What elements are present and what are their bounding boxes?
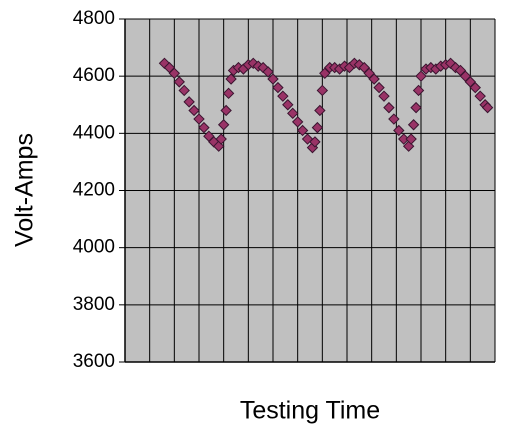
data-point xyxy=(316,84,329,97)
data-point xyxy=(220,104,232,117)
data-point xyxy=(193,113,205,125)
data-point xyxy=(215,133,227,145)
data-point xyxy=(222,87,235,100)
data-point xyxy=(474,90,486,102)
data-point xyxy=(168,67,181,80)
data-point xyxy=(405,133,417,145)
data-point xyxy=(267,73,279,85)
data-point xyxy=(272,81,284,94)
data-point xyxy=(277,90,289,102)
y-tick-label: 4000 xyxy=(73,237,115,258)
y-tick-label: 4800 xyxy=(73,8,115,29)
data-point xyxy=(373,81,385,94)
data-point xyxy=(388,113,400,125)
data-point xyxy=(262,66,274,78)
y-tick-label: 4400 xyxy=(73,122,115,143)
y-axis-title: Volt-Amps xyxy=(11,133,39,247)
data-point xyxy=(368,73,380,85)
y-tick-label: 3600 xyxy=(73,351,115,372)
data-point xyxy=(402,140,415,152)
data-point xyxy=(393,124,405,137)
data-point xyxy=(183,96,195,108)
data-point xyxy=(188,104,200,117)
data-point xyxy=(287,107,299,120)
data-point xyxy=(291,116,304,128)
y-tick-label: 4600 xyxy=(73,65,115,86)
y-tick-label: 3800 xyxy=(73,294,115,315)
data-point xyxy=(383,101,395,114)
data-point xyxy=(469,81,481,94)
data-point xyxy=(247,57,259,70)
data-point xyxy=(173,76,185,88)
data-point xyxy=(415,70,427,82)
data-point xyxy=(378,90,390,102)
data-point xyxy=(410,101,422,114)
data-point xyxy=(198,121,210,134)
data-point xyxy=(314,104,326,117)
y-tick-label: 4200 xyxy=(73,180,115,201)
data-point xyxy=(311,121,324,134)
data-point xyxy=(178,84,190,97)
data-point xyxy=(282,99,294,111)
data-point xyxy=(225,73,237,85)
x-axis-title: Testing Time xyxy=(240,397,380,425)
data-point xyxy=(407,119,420,131)
data-point xyxy=(309,136,321,148)
data-point xyxy=(481,101,494,114)
data-point xyxy=(398,133,410,145)
data-point xyxy=(412,84,425,97)
data-point xyxy=(296,124,309,137)
data-point xyxy=(217,119,230,131)
